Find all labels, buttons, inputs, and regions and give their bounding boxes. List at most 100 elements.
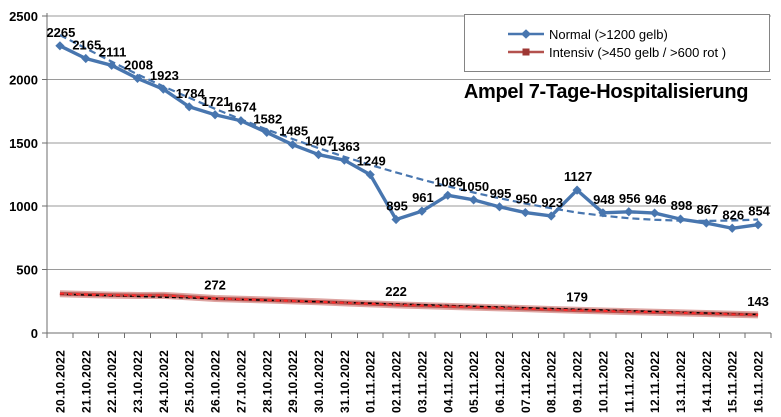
data-label-normal: 1674 [227, 100, 257, 115]
data-label-normal: 1249 [357, 154, 386, 169]
data-label-normal: 1407 [305, 134, 334, 149]
data-label-normal: 1721 [202, 94, 231, 109]
x-axis-label: 10.11.2022 [596, 351, 610, 413]
x-axis-label: 29.10.2022 [286, 350, 300, 413]
series-line-intensiv [59, 291, 759, 317]
legend: Normal (>1200 gelb) Intensiv (>450 gelb … [464, 14, 770, 72]
data-point-normal [81, 53, 91, 64]
data-point-normal [572, 185, 582, 195]
y-axis-label: 2500 [9, 9, 38, 24]
data-label-normal: 898 [671, 198, 693, 213]
data-point-normal [236, 116, 246, 126]
x-axis-label: 03.11.2022 [415, 351, 429, 413]
x-axis-label: 15.11.2022 [726, 351, 740, 413]
data-point-normal [469, 195, 479, 205]
legend-item-intensiv: Intensiv (>450 gelb / >600 rot ) [507, 44, 727, 60]
data-point-normal [650, 208, 660, 218]
data-label-normal: 2165 [72, 37, 101, 52]
x-axis-label: 31.10.2022 [338, 350, 352, 413]
data-point-normal [210, 110, 220, 120]
data-point-normal [624, 207, 634, 217]
data-point-normal [494, 202, 505, 212]
x-axis-label: 24.10.2022 [157, 350, 171, 413]
x-axis-label: 11.11.2022 [622, 351, 636, 413]
y-axis-label: 2000 [9, 72, 38, 87]
data-label-normal: 1923 [150, 68, 179, 83]
data-label-normal: 923 [541, 195, 563, 210]
data-point-normal [598, 208, 608, 218]
x-axis-label: 06.11.2022 [493, 351, 507, 413]
x-axis-label: 02.11.2022 [390, 351, 404, 413]
data-point-normal [132, 73, 143, 83]
x-axis-label: 16.11.2022 [752, 351, 766, 413]
x-axis-label: 08.11.2022 [545, 351, 559, 413]
data-point-normal [262, 127, 272, 138]
x-axis-label: 22.10.2022 [105, 350, 119, 413]
data-label-normal: 826 [722, 207, 744, 222]
x-axis-label: 20.10.2022 [53, 350, 67, 413]
x-axis-label: 07.11.2022 [519, 351, 533, 413]
data-label-normal: 961 [412, 190, 434, 205]
y-axis-label: 1000 [9, 199, 38, 214]
data-point-normal [158, 84, 168, 94]
trendline-normal [59, 34, 759, 223]
data-label-normal: 2111 [99, 44, 127, 59]
data-label-normal: 956 [619, 191, 641, 206]
legend-line-sample-intensiv [507, 48, 544, 56]
x-axis-label: 09.11.2022 [571, 351, 585, 413]
data-label-normal: 1485 [279, 124, 308, 139]
data-point-normal [443, 190, 453, 200]
data-point-normal [417, 206, 427, 216]
data-point-normal [339, 155, 349, 165]
data-point-normal [701, 218, 711, 228]
data-point-normal [288, 140, 298, 150]
data-point-normal [313, 149, 324, 160]
trendline-intensiv [59, 293, 759, 316]
x-axis-label: 05.11.2022 [467, 351, 481, 413]
data-label-normal: 1127 [564, 169, 592, 184]
data-point-normal [55, 41, 65, 51]
x-axis-label: 26.10.2022 [209, 350, 223, 413]
data-label-normal: 946 [645, 192, 667, 207]
x-axis-label: 30.10.2022 [312, 350, 326, 413]
data-label-normal: 948 [593, 192, 615, 207]
data-label-normal: 1050 [460, 179, 489, 194]
data-label-normal: 895 [386, 199, 408, 214]
x-axis-label: 23.10.2022 [131, 350, 145, 413]
legend-label-normal: Normal (>1200 gelb) [548, 26, 668, 42]
data-point-normal [520, 207, 530, 218]
data-point-normal [107, 60, 117, 70]
y-axis-label: 500 [16, 263, 38, 278]
x-axis-label: 25.10.2022 [183, 350, 197, 413]
series-line-normal [59, 44, 759, 230]
data-point-normal [546, 211, 556, 221]
data-label-intensiv: 179 [566, 289, 588, 304]
data-point-normal [365, 170, 375, 180]
data-point-normal [391, 214, 401, 225]
chart-title: Ampel 7-Tage-Hospitalisierung [463, 81, 749, 103]
data-label-normal: 854 [748, 204, 770, 219]
x-axis-label: 27.10.2022 [234, 350, 248, 413]
data-label-normal: 950 [516, 192, 538, 207]
x-axis-label: 01.11.2022 [364, 351, 378, 413]
data-point-normal [727, 223, 737, 233]
data-label-normal: 1086 [434, 174, 463, 189]
y-axis-label: 0 [31, 326, 38, 341]
legend-inner: Normal (>1200 gelb) Intensiv (>450 gelb … [507, 26, 727, 60]
x-axis-label: 28.10.2022 [260, 350, 274, 413]
data-label-normal: 1784 [176, 86, 206, 101]
data-label-normal: 1582 [253, 111, 282, 126]
legend-label-intensiv: Intensiv (>450 gelb / >600 rot ) [548, 44, 727, 60]
data-label-normal: 867 [697, 202, 719, 217]
data-label-intensiv: 272 [204, 278, 226, 293]
data-label-normal: 1363 [331, 139, 360, 154]
data-point-normal [675, 214, 686, 224]
data-point-normal [753, 220, 763, 230]
data-label-intensiv: 222 [385, 284, 407, 299]
x-axis-label: 12.11.2022 [648, 351, 662, 413]
data-label-normal: 995 [490, 186, 512, 201]
data-label-intensiv: 143 [747, 294, 769, 309]
x-axis-label: 14.11.2022 [700, 351, 714, 413]
